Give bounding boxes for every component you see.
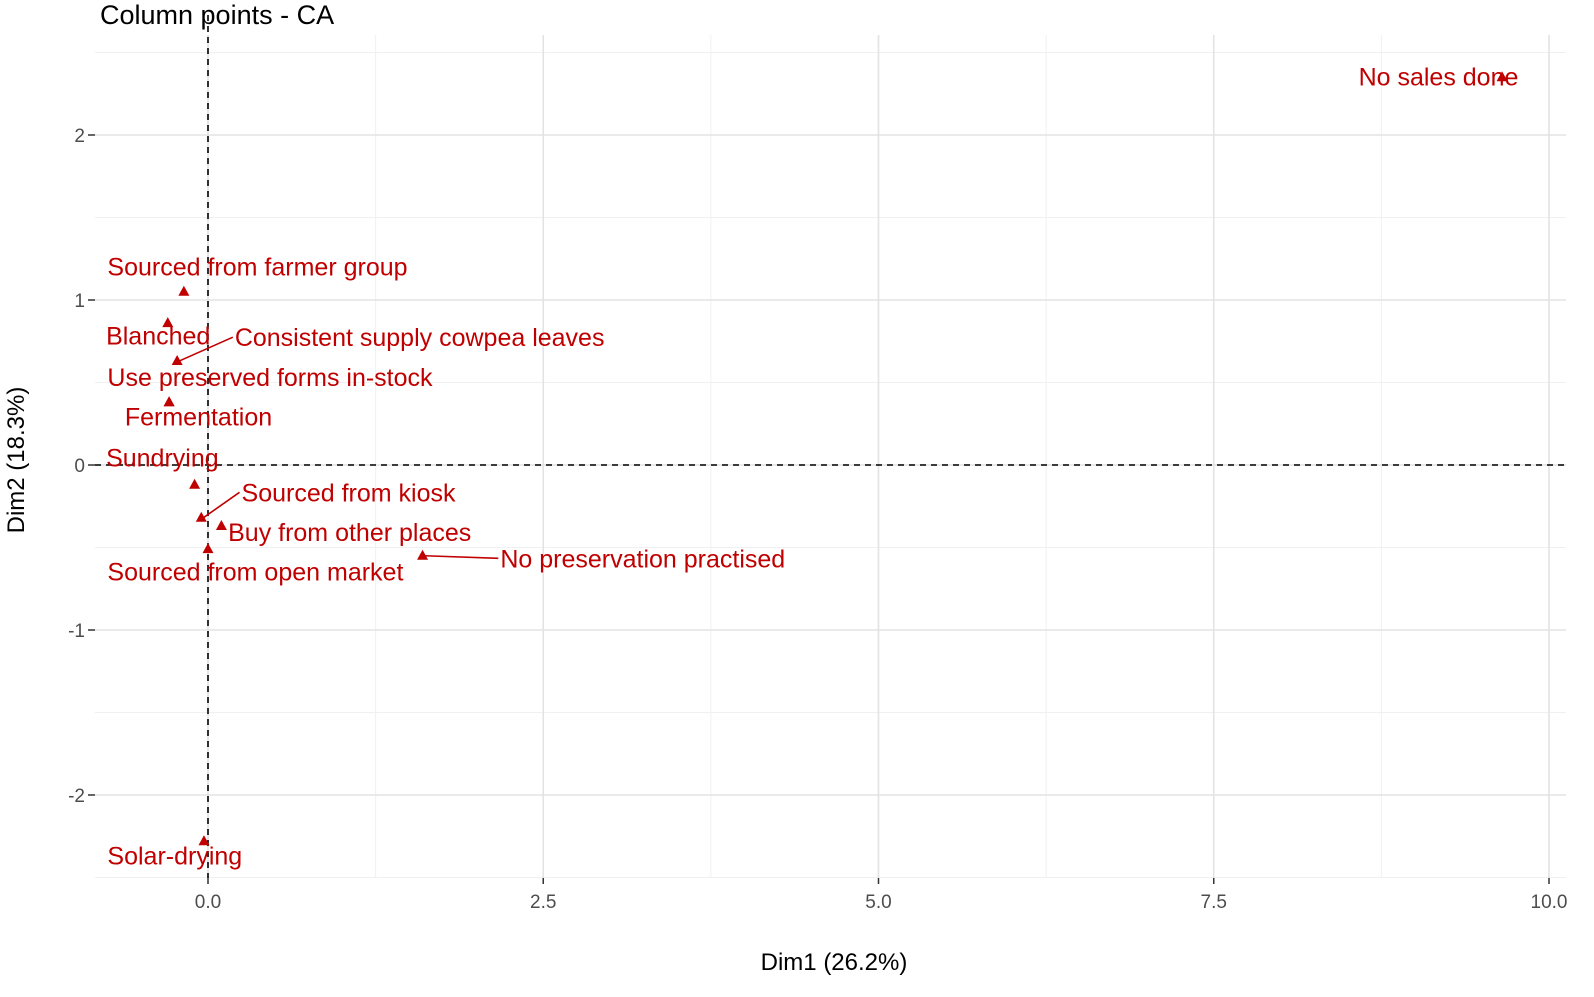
y-tick-label: 0: [74, 456, 85, 477]
point-label: Blanched: [106, 323, 210, 351]
data-point: [198, 835, 210, 846]
data-point: [189, 478, 201, 489]
label-connector: [424, 554, 499, 560]
data-point: [202, 543, 214, 554]
axes: 0.0 2.5 5.0 7.5 10.0 -2 -1 0 1 2: [68, 126, 1567, 913]
x-tick-label: 2.5: [530, 892, 556, 913]
y-tick-label: -1: [68, 621, 85, 642]
y-tick-label: 2: [74, 126, 85, 147]
y-tick-label: -2: [68, 786, 85, 807]
data-point: [163, 396, 175, 407]
point-label: No preservation practised: [500, 545, 785, 573]
point-label: Sundrying: [106, 445, 219, 473]
point-label: Consistent supply cowpea leaves: [235, 324, 605, 352]
x-tick-label: 7.5: [1201, 892, 1227, 913]
data-point: [215, 520, 227, 531]
point-label: Buy from other places: [228, 519, 471, 547]
data-points: [162, 71, 1508, 846]
data-point: [195, 511, 207, 522]
point-label: Sourced from farmer group: [107, 253, 407, 281]
x-axis-title: Dim1 (26.2%): [761, 949, 908, 976]
point-label: No sales done: [1359, 64, 1519, 92]
x-tick-label: 0.0: [195, 892, 221, 913]
data-point: [162, 317, 174, 328]
data-point: [171, 355, 183, 366]
reference-lines: [95, 15, 1566, 878]
data-point: [417, 549, 429, 560]
point-label: Sourced from open market: [107, 559, 403, 587]
point-label: Fermentation: [125, 403, 272, 431]
grid-layer: [95, 35, 1566, 878]
x-tick-label: 10.0: [1531, 892, 1568, 913]
label-connector: [178, 336, 234, 362]
chart-title: Column points - CA: [100, 0, 334, 30]
point-label: Use preserved forms in-stock: [107, 364, 433, 392]
y-axis-title: Dim2 (18.3%): [3, 387, 30, 534]
y-tick-label: 1: [74, 291, 85, 312]
point-label: Sourced from kiosk: [242, 479, 456, 507]
x-tick-label: 5.0: [865, 892, 891, 913]
point-labels: No sales done Sourced from farmer group Bl…: [106, 64, 1518, 871]
point-label: Solar-drying: [107, 842, 242, 870]
data-point: [1496, 71, 1508, 82]
data-point: [178, 285, 190, 296]
label-connectors: [178, 336, 499, 560]
label-connector: [202, 491, 240, 519]
